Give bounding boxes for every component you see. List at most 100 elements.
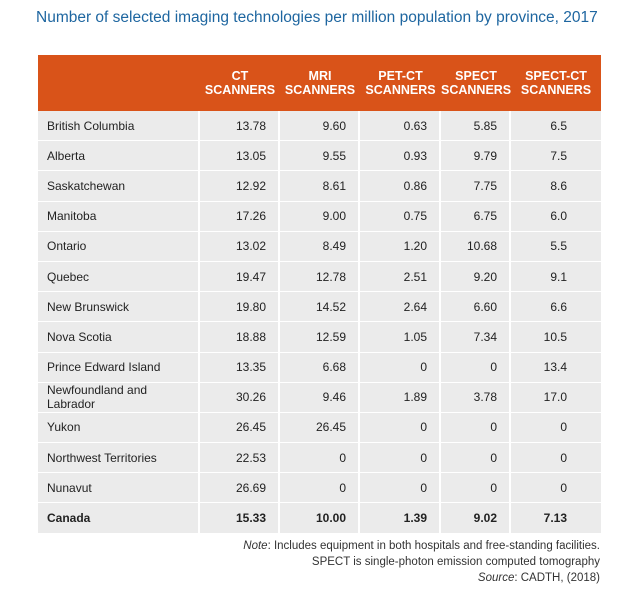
value-cell: 10.68 (441, 231, 511, 262)
value-cell: 22.53 (200, 443, 280, 474)
note-text: : Includes equipment in both hospitals a… (267, 540, 600, 552)
value-cell: 1.05 (360, 322, 441, 353)
value-cell: 9.00 (280, 201, 360, 232)
header-ct: CT SCANNERS (200, 55, 280, 111)
spect-definition: SPECT is single-photon emission computed… (311, 556, 600, 568)
province-name: Yukon (38, 412, 200, 444)
value-cell: 2.51 (360, 261, 441, 293)
value-cell: 10.00 (280, 503, 360, 534)
table-row: Nova Scotia 18.88 12.59 1.05 7.34 10.5 (38, 322, 601, 353)
value-cell: 5.85 (441, 111, 511, 142)
value-cell: 7.5 (511, 141, 601, 172)
value-cell: 0 (441, 352, 511, 383)
value-cell: 0 (280, 443, 360, 474)
province-name: Prince Edward Island (38, 352, 200, 383)
value-cell: 0 (441, 473, 511, 504)
value-cell: 6.60 (441, 292, 511, 323)
value-cell: 30.26 (200, 382, 280, 413)
header-pet-ct: PET-CT SCANNERS (360, 55, 441, 111)
value-cell: 1.20 (360, 231, 441, 262)
source-label: Source (477, 572, 515, 584)
value-cell: 12.78 (280, 261, 360, 293)
province-name: Newfoundland and Labrador (38, 382, 200, 413)
value-cell: 0 (511, 473, 601, 504)
value-cell: 7.13 (511, 503, 601, 534)
table-row: Ontario 13.02 8.49 1.20 10.68 5.5 (38, 231, 601, 262)
province-name: Nunavut (38, 473, 200, 504)
header-row: CT SCANNERS MRI SCANNERS PET-CT SCANNERS SP… (38, 55, 601, 111)
value-cell: 9.55 (280, 141, 360, 172)
value-cell: 9.1 (511, 261, 601, 293)
value-cell: 9.79 (441, 141, 511, 172)
header-blank (38, 55, 200, 111)
value-cell: 1.89 (360, 382, 441, 413)
value-cell: 13.4 (511, 352, 601, 383)
value-cell: 26.45 (200, 412, 280, 444)
value-cell: 19.47 (200, 261, 280, 293)
value-cell: 6.6 (511, 292, 601, 323)
value-cell: 6.5 (511, 111, 601, 142)
table-row: Northwest Territories 22.53 0 0 0 0 (38, 443, 601, 474)
value-cell: 6.75 (441, 201, 511, 232)
province-name: Ontario (38, 231, 200, 262)
value-cell: 8.6 (511, 171, 601, 202)
value-cell: 8.49 (280, 231, 360, 262)
value-cell: 1.39 (360, 503, 441, 534)
value-cell: 0 (360, 443, 441, 474)
table-body: British Columbia 13.78 9.60 0.63 5.85 6.5 Albe… (38, 111, 601, 534)
value-cell: 0.75 (360, 201, 441, 232)
value-cell: 13.78 (200, 111, 280, 142)
value-cell: 3.78 (441, 382, 511, 413)
value-cell: 17.26 (200, 201, 280, 232)
value-cell: 0 (360, 473, 441, 504)
source-text: : CADTH, (2018) (514, 572, 600, 584)
table-row: Quebec 19.47 12.78 2.51 9.20 9.1 (38, 261, 601, 293)
value-cell: 6.68 (280, 352, 360, 383)
value-cell: 26.69 (200, 473, 280, 504)
value-cell: 12.59 (280, 322, 360, 353)
header-spect: SPECT SCANNERS (441, 55, 511, 111)
header-spect-ct: SPECT-CT SCANNERS (511, 55, 601, 111)
header-mri: MRI SCANNERS (280, 55, 360, 111)
table-notes: Note: Includes equipment in both hospita… (243, 538, 600, 586)
value-cell: 26.45 (280, 412, 360, 444)
value-cell: 9.46 (280, 382, 360, 413)
value-cell: 17.0 (511, 382, 601, 413)
table-title: Number of selected imaging technologies … (36, 9, 598, 26)
value-cell: 0.63 (360, 111, 441, 142)
total-row: Canada 15.33 10.00 1.39 9.02 7.13 (38, 503, 601, 534)
province-name: Manitoba (38, 201, 200, 232)
value-cell: 14.52 (280, 292, 360, 323)
value-cell: 18.88 (200, 322, 280, 353)
province-name: New Brunswick (38, 292, 200, 323)
value-cell: 2.64 (360, 292, 441, 323)
table-row: Alberta 13.05 9.55 0.93 9.79 7.5 (38, 141, 601, 172)
province-name: Northwest Territories (38, 443, 200, 474)
value-cell: 19.80 (200, 292, 280, 323)
province-name: Saskatchewan (38, 171, 200, 202)
note-line: Note: Includes equipment in both hospita… (243, 538, 600, 554)
table-row: Nunavut 26.69 0 0 0 0 (38, 473, 601, 504)
value-cell: 9.20 (441, 261, 511, 293)
table-row: New Brunswick 19.80 14.52 2.64 6.60 6.6 (38, 292, 601, 323)
value-cell: 6.0 (511, 201, 601, 232)
value-cell: 0 (360, 412, 441, 444)
value-cell: 9.60 (280, 111, 360, 142)
value-cell: 13.02 (200, 231, 280, 262)
value-cell: 13.05 (200, 141, 280, 172)
value-cell: 9.02 (441, 503, 511, 534)
value-cell: 0.86 (360, 171, 441, 202)
value-cell: 8.61 (280, 171, 360, 202)
province-name: British Columbia (38, 111, 200, 142)
value-cell: 10.5 (511, 322, 601, 353)
table-row: Yukon 26.45 26.45 0 0 0 (38, 412, 601, 444)
province-name: Quebec (38, 261, 200, 293)
value-cell: 13.35 (200, 352, 280, 383)
table-row: Newfoundland and Labrador 30.26 9.46 1.89 3.… (38, 382, 601, 413)
value-cell: 7.75 (441, 171, 511, 202)
value-cell: 15.33 (200, 503, 280, 534)
value-cell: 0 (511, 412, 601, 444)
province-name: Alberta (38, 141, 200, 172)
source-line: Source: CADTH, (2018) (243, 570, 600, 586)
note-label: Note (243, 540, 268, 552)
